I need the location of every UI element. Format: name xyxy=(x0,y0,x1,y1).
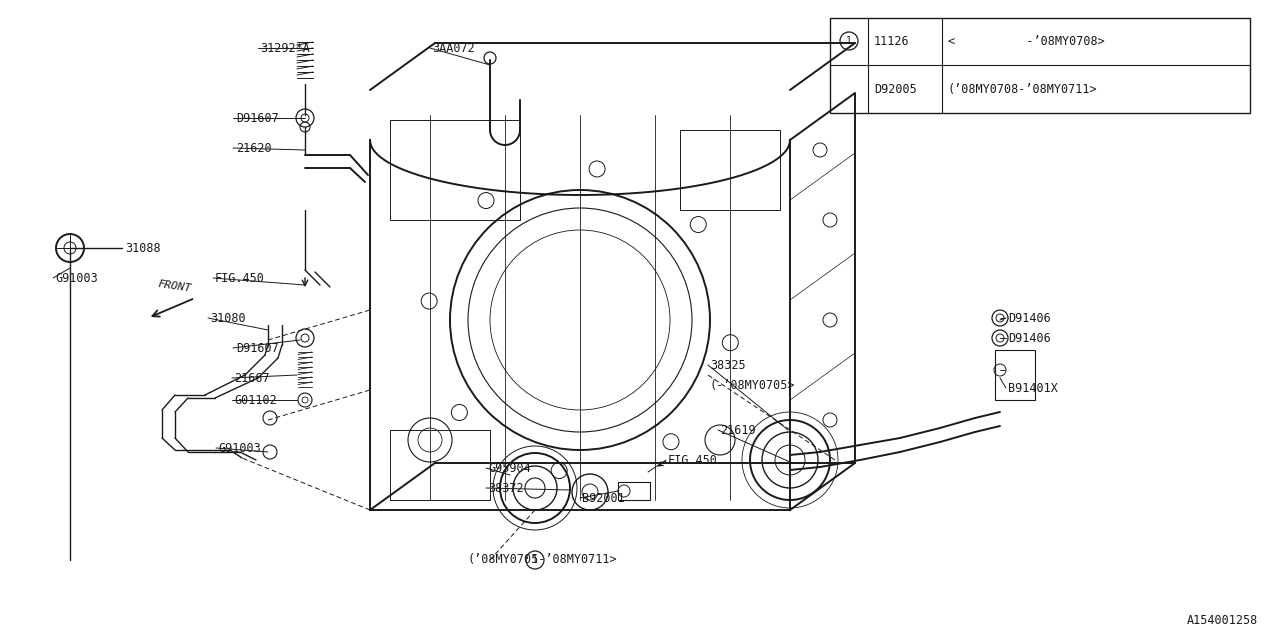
Text: G01102: G01102 xyxy=(234,394,276,406)
Text: D91607: D91607 xyxy=(236,342,279,355)
Text: (’08MY0708-’08MY0711>: (’08MY0708-’08MY0711> xyxy=(948,83,1098,95)
Text: 1: 1 xyxy=(532,555,538,565)
Text: D92005: D92005 xyxy=(874,83,916,95)
Text: 38372: 38372 xyxy=(488,481,524,495)
Text: D91406: D91406 xyxy=(1009,332,1051,344)
Text: 11126: 11126 xyxy=(874,35,910,47)
Text: 21619: 21619 xyxy=(719,424,755,436)
Text: 3AA072: 3AA072 xyxy=(433,42,475,54)
Text: 1: 1 xyxy=(846,36,852,46)
Text: 31080: 31080 xyxy=(210,312,246,324)
Text: FIG.450: FIG.450 xyxy=(668,454,718,467)
Bar xyxy=(829,18,1251,113)
Text: G91003: G91003 xyxy=(218,442,261,454)
Text: <          -’08MY0708>: < -’08MY0708> xyxy=(948,35,1105,47)
Text: (-’08MY0705>: (-’08MY0705> xyxy=(710,378,795,392)
Text: D91406: D91406 xyxy=(1009,312,1051,324)
Text: 38325: 38325 xyxy=(710,358,746,371)
Text: 31292*A: 31292*A xyxy=(260,42,310,54)
Text: 21620: 21620 xyxy=(236,141,271,154)
Text: FIG.450: FIG.450 xyxy=(215,271,265,285)
Circle shape xyxy=(526,551,544,569)
Text: G91003: G91003 xyxy=(55,271,97,285)
Bar xyxy=(390,120,520,220)
Text: 21667: 21667 xyxy=(234,371,270,385)
Text: D91607: D91607 xyxy=(236,111,279,125)
Text: FRONT: FRONT xyxy=(157,280,192,294)
Bar xyxy=(995,350,1036,400)
Text: 31088: 31088 xyxy=(125,241,160,255)
Text: A154001258: A154001258 xyxy=(1187,614,1258,627)
Bar xyxy=(618,482,650,500)
Text: (’08MY0705-’08MY0711>: (’08MY0705-’08MY0711> xyxy=(468,554,618,566)
Circle shape xyxy=(840,32,858,50)
Text: B91401X: B91401X xyxy=(1009,381,1057,394)
Bar xyxy=(680,130,780,210)
Text: G95904: G95904 xyxy=(488,461,531,474)
Text: B92001: B92001 xyxy=(582,492,625,504)
Bar xyxy=(390,430,490,500)
